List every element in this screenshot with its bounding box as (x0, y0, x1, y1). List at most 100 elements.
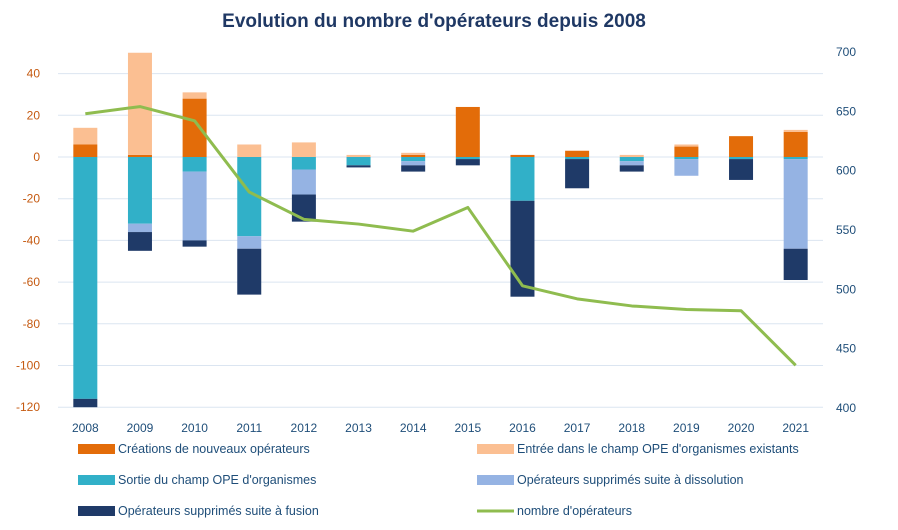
bar-sortie-du-champ-ope-d-organismes (347, 157, 371, 165)
legend-label: Opérateurs supprimés suite à dissolution (517, 473, 744, 487)
x-tick-label: 2017 (564, 421, 591, 435)
x-tick-label: 2011 (236, 421, 262, 435)
x-tick-label: 2009 (127, 421, 154, 435)
legend-item-nombre-d-op-rateurs: nombre d'opérateurs (477, 504, 632, 518)
legend-label: Opérateurs supprimés suite à fusion (118, 504, 319, 518)
legend-label: nombre d'opérateurs (517, 504, 632, 518)
bar-op-rateurs-supprim-s-suite-dissolution (401, 161, 425, 165)
bar-op-rateurs-supprim-s-suite-dissolution (620, 161, 644, 165)
bar-sortie-du-champ-ope-d-organismes (401, 157, 425, 161)
bar-sortie-du-champ-ope-d-organismes (510, 157, 534, 201)
right-tick-label: 450 (836, 342, 856, 356)
bar-sortie-du-champ-ope-d-organismes (784, 157, 808, 159)
bar-entr-e-dans-le-champ-ope-d-organismes-existants (73, 128, 97, 145)
x-tick-label: 2008 (72, 421, 99, 435)
bar-op-rateurs-supprim-s-suite-fusion (620, 165, 644, 171)
legend-item-op-rateurs-supprim-s-suite-dissolution: Opérateurs supprimés suite à dissolution (477, 473, 744, 487)
bar-op-rateurs-supprim-s-suite-dissolution (674, 159, 698, 176)
left-tick-label: -20 (23, 192, 41, 206)
bar-op-rateurs-supprim-s-suite-fusion (128, 232, 152, 251)
bar-sortie-du-champ-ope-d-organismes (674, 157, 698, 159)
bar-sortie-du-champ-ope-d-organismes (128, 157, 152, 224)
left-tick-label: 20 (27, 108, 41, 122)
legend-swatch (78, 506, 115, 516)
left-tick-label: -100 (16, 359, 40, 373)
legend-item-sortie-du-champ-ope-d-organismes: Sortie du champ OPE d'organismes (78, 473, 316, 487)
bar-op-rateurs-supprim-s-suite-fusion (565, 159, 589, 188)
x-tick-label: 2015 (454, 421, 481, 435)
x-tick-label: 2018 (618, 421, 645, 435)
right-tick-label: 700 (836, 45, 856, 59)
chart-title: Evolution du nombre d'opérateurs depuis … (222, 11, 646, 32)
bar-cr-ations-de-nouveaux-op-rateurs (565, 151, 589, 157)
bar-op-rateurs-supprim-s-suite-fusion (510, 201, 534, 297)
bar-sortie-du-champ-ope-d-organismes (729, 157, 753, 159)
legend-swatch (78, 444, 115, 454)
bar-op-rateurs-supprim-s-suite-fusion (456, 159, 480, 165)
bar-cr-ations-de-nouveaux-op-rateurs (674, 147, 698, 157)
bar-op-rateurs-supprim-s-suite-fusion (784, 249, 808, 280)
x-tick-label: 2020 (728, 421, 755, 435)
legend-item-entr-e-dans-le-champ-ope-d-organismes-existants: Entrée dans le champ OPE d'organismes ex… (477, 442, 799, 456)
legend-swatch (477, 475, 514, 485)
legend-item-op-rateurs-supprim-s-suite-fusion: Opérateurs supprimés suite à fusion (78, 504, 319, 518)
left-tick-label: 0 (33, 150, 40, 164)
bar-cr-ations-de-nouveaux-op-rateurs (456, 107, 480, 157)
x-tick-label: 2014 (400, 421, 427, 435)
left-tick-label: -120 (16, 400, 40, 414)
bar-cr-ations-de-nouveaux-op-rateurs (183, 99, 207, 157)
legend-label: Entrée dans le champ OPE d'organismes ex… (517, 442, 799, 456)
bar-entr-e-dans-le-champ-ope-d-organismes-existants (183, 92, 207, 98)
left-tick-label: -60 (23, 275, 41, 289)
bar-cr-ations-de-nouveaux-op-rateurs (729, 136, 753, 157)
left-tick-label: 40 (27, 67, 41, 81)
legend-swatch (78, 475, 115, 485)
bar-sortie-du-champ-ope-d-organismes (73, 157, 97, 399)
bar-entr-e-dans-le-champ-ope-d-organismes-existants (128, 53, 152, 155)
bar-op-rateurs-supprim-s-suite-fusion (401, 165, 425, 171)
bar-cr-ations-de-nouveaux-op-rateurs (128, 155, 152, 157)
legend-item-cr-ations-de-nouveaux-op-rateurs: Créations de nouveaux opérateurs (78, 442, 310, 456)
bar-entr-e-dans-le-champ-ope-d-organismes-existants (237, 144, 261, 157)
bar-entr-e-dans-le-champ-ope-d-organismes-existants (292, 142, 316, 157)
bar-op-rateurs-supprim-s-suite-dissolution (237, 236, 261, 249)
legend-label: Créations de nouveaux opérateurs (118, 442, 310, 456)
bar-op-rateurs-supprim-s-suite-dissolution (784, 159, 808, 249)
bar-op-rateurs-supprim-s-suite-fusion (183, 240, 207, 246)
bar-entr-e-dans-le-champ-ope-d-organismes-existants (674, 144, 698, 146)
bar-op-rateurs-supprim-s-suite-dissolution (183, 172, 207, 241)
x-tick-label: 2016 (509, 421, 536, 435)
bar-entr-e-dans-le-champ-ope-d-organismes-existants (401, 153, 425, 155)
right-tick-label: 650 (836, 104, 856, 118)
bar-entr-e-dans-le-champ-ope-d-organismes-existants (347, 155, 371, 157)
legend-label: Sortie du champ OPE d'organismes (118, 473, 316, 487)
bar-op-rateurs-supprim-s-suite-fusion (292, 195, 316, 222)
bar-cr-ations-de-nouveaux-op-rateurs (784, 132, 808, 157)
bar-op-rateurs-supprim-s-suite-dissolution (292, 170, 316, 195)
bar-op-rateurs-supprim-s-suite-dissolution (128, 224, 152, 232)
bar-sortie-du-champ-ope-d-organismes (620, 157, 644, 161)
gridlines (58, 74, 823, 408)
bar-op-rateurs-supprim-s-suite-fusion (73, 399, 97, 407)
legend: Créations de nouveaux opérateurs Entrée d… (78, 442, 799, 518)
bars (73, 53, 807, 407)
bar-sortie-du-champ-ope-d-organismes (292, 157, 316, 170)
bar-entr-e-dans-le-champ-ope-d-organismes-existants (620, 155, 644, 157)
x-tick-label: 2012 (291, 421, 318, 435)
bar-sortie-du-champ-ope-d-organismes (565, 157, 589, 159)
x-tick-label: 2010 (181, 421, 208, 435)
bar-entr-e-dans-le-champ-ope-d-organismes-existants (784, 130, 808, 132)
right-tick-label: 550 (836, 223, 856, 237)
bar-sortie-du-champ-ope-d-organismes (183, 157, 207, 172)
right-tick-label: 500 (836, 282, 856, 296)
bar-cr-ations-de-nouveaux-op-rateurs (73, 144, 97, 157)
bar-sortie-du-champ-ope-d-organismes (456, 157, 480, 159)
bar-op-rateurs-supprim-s-suite-fusion (237, 249, 261, 295)
bar-cr-ations-de-nouveaux-op-rateurs (510, 155, 534, 157)
right-tick-label: 600 (836, 164, 856, 178)
